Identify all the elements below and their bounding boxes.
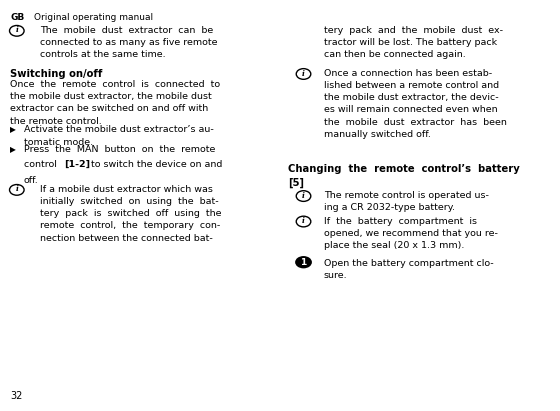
Text: ▶: ▶ — [10, 125, 16, 134]
Text: tery  pack  and  the  mobile  dust  ex-
tractor will be lost. The battery pack
c: tery pack and the mobile dust ex- tracto… — [324, 26, 503, 59]
Text: Once  the  remote  control  is  connected  to
the mobile dust extractor, the mob: Once the remote control is connected to … — [10, 80, 220, 126]
Text: i: i — [302, 217, 305, 225]
Text: Open the battery compartment clo-
sure.: Open the battery compartment clo- sure. — [324, 259, 493, 280]
Text: off.: off. — [24, 176, 38, 185]
Text: The  mobile  dust  extractor  can  be
connected to as many as five remote
contro: The mobile dust extractor can be connect… — [40, 26, 218, 59]
Text: Original operating manual: Original operating manual — [34, 13, 153, 22]
Text: If  the  battery  compartment  is
opened, we recommend that you re-
place the se: If the battery compartment is opened, we… — [324, 217, 497, 250]
Text: Activate the mobile dust extractor’s au-
tomatic mode.: Activate the mobile dust extractor’s au-… — [24, 125, 213, 146]
Text: If a mobile dust extractor which was
initially  switched  on  using  the  bat-
t: If a mobile dust extractor which was ini… — [40, 185, 222, 242]
Text: i: i — [302, 192, 305, 200]
Text: ▶: ▶ — [10, 145, 16, 154]
Text: Once a connection has been estab-
lished between a remote control and
the mobile: Once a connection has been estab- lished… — [324, 69, 507, 139]
Text: The remote control is operated us-
ing a CR 2032-type battery.: The remote control is operated us- ing a… — [324, 191, 488, 212]
Text: GB: GB — [10, 13, 24, 22]
Text: control: control — [24, 160, 59, 169]
Text: Changing  the  remote  control’s  battery
[5]: Changing the remote control’s battery [5… — [288, 164, 520, 188]
Text: i: i — [15, 26, 18, 35]
Text: [1-2]: [1-2] — [64, 160, 91, 169]
Text: to switch the device on and: to switch the device on and — [88, 160, 223, 169]
Text: Switching on/off: Switching on/off — [10, 69, 102, 79]
Text: i: i — [302, 69, 305, 78]
Text: i: i — [15, 185, 18, 194]
Text: 1: 1 — [300, 258, 307, 267]
Text: 32: 32 — [10, 391, 22, 401]
Circle shape — [295, 256, 312, 268]
Text: Press  the  MAN  button  on  the  remote: Press the MAN button on the remote — [24, 145, 215, 154]
